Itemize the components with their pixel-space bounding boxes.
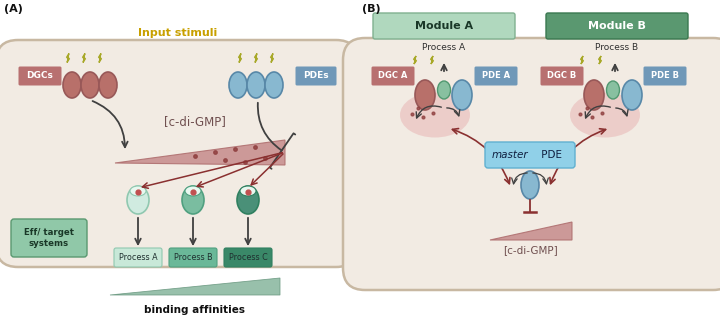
FancyBboxPatch shape (541, 67, 583, 86)
Ellipse shape (400, 93, 470, 138)
Text: Process B: Process B (174, 254, 212, 262)
Polygon shape (580, 56, 583, 64)
Polygon shape (110, 278, 280, 295)
Text: DGC B: DGC B (547, 72, 577, 81)
Polygon shape (115, 140, 285, 165)
Text: (B): (B) (362, 4, 381, 14)
Ellipse shape (247, 72, 265, 98)
Ellipse shape (265, 72, 283, 98)
FancyBboxPatch shape (372, 67, 415, 86)
Ellipse shape (130, 186, 146, 196)
FancyBboxPatch shape (295, 67, 336, 86)
Ellipse shape (237, 186, 259, 214)
Ellipse shape (438, 81, 451, 99)
Polygon shape (254, 54, 258, 62)
Text: Module B: Module B (588, 21, 646, 31)
Text: Input stimuli: Input stimuli (138, 28, 217, 38)
FancyBboxPatch shape (485, 142, 575, 168)
Text: Module A: Module A (415, 21, 473, 31)
Polygon shape (83, 54, 86, 62)
Text: Process B: Process B (595, 42, 639, 51)
Polygon shape (490, 222, 572, 240)
Ellipse shape (127, 186, 149, 214)
Polygon shape (238, 54, 241, 62)
Text: [c-di-GMP]: [c-di-GMP] (503, 245, 557, 255)
Polygon shape (413, 56, 416, 64)
Polygon shape (99, 54, 102, 62)
Text: PDEs: PDEs (303, 72, 329, 81)
Text: PDE B: PDE B (651, 72, 679, 81)
Polygon shape (271, 54, 274, 62)
Text: (A): (A) (4, 4, 23, 14)
FancyBboxPatch shape (0, 40, 358, 267)
Ellipse shape (99, 72, 117, 98)
FancyBboxPatch shape (19, 67, 61, 86)
FancyBboxPatch shape (644, 67, 686, 86)
Text: [c-di-GMP]: [c-di-GMP] (164, 115, 226, 128)
Polygon shape (598, 56, 601, 64)
Polygon shape (66, 54, 70, 62)
Ellipse shape (240, 186, 256, 196)
Ellipse shape (452, 80, 472, 110)
Text: PDE A: PDE A (482, 72, 510, 81)
Text: Process A: Process A (119, 254, 157, 262)
Ellipse shape (606, 81, 619, 99)
Text: DGC A: DGC A (378, 72, 408, 81)
Text: Eff/ target
systems: Eff/ target systems (24, 228, 74, 248)
Ellipse shape (415, 80, 435, 110)
Ellipse shape (229, 72, 247, 98)
FancyBboxPatch shape (474, 67, 518, 86)
Ellipse shape (185, 186, 201, 196)
Ellipse shape (63, 72, 81, 98)
FancyBboxPatch shape (546, 13, 688, 39)
FancyBboxPatch shape (114, 248, 162, 267)
Ellipse shape (570, 93, 640, 138)
FancyBboxPatch shape (169, 248, 217, 267)
Text: master: master (492, 150, 528, 160)
Text: binding affinities: binding affinities (145, 305, 246, 315)
Text: Process C: Process C (229, 254, 267, 262)
Polygon shape (431, 56, 433, 64)
Ellipse shape (521, 171, 539, 199)
Text: Process A: Process A (423, 42, 466, 51)
Text: PDE: PDE (538, 150, 562, 160)
FancyBboxPatch shape (11, 219, 87, 257)
Ellipse shape (584, 80, 604, 110)
Ellipse shape (81, 72, 99, 98)
Text: DGCs: DGCs (27, 72, 53, 81)
FancyBboxPatch shape (373, 13, 515, 39)
FancyBboxPatch shape (343, 38, 720, 290)
FancyBboxPatch shape (224, 248, 272, 267)
Ellipse shape (182, 186, 204, 214)
Ellipse shape (622, 80, 642, 110)
